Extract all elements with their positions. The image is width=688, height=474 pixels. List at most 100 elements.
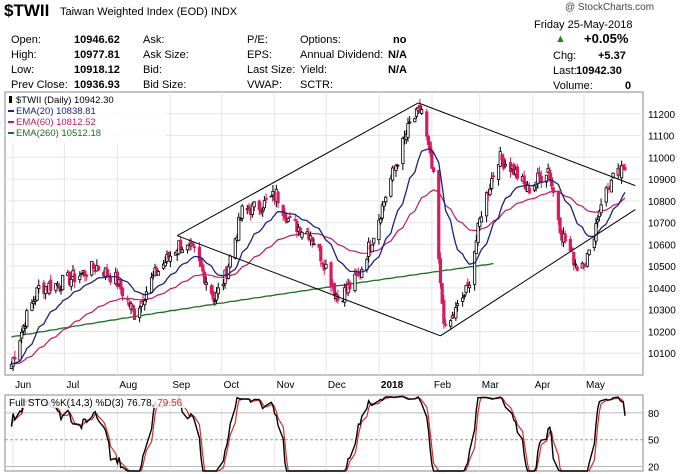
candle-body: [161, 263, 166, 269]
candle-body: [295, 220, 299, 233]
stat-prevclose-label: Prev Close:: [11, 79, 68, 91]
candle-body: [20, 331, 24, 339]
candle-body: [406, 123, 410, 138]
price-tick-label: 10400: [648, 284, 676, 295]
candle-body: [167, 251, 171, 259]
price-tick-label: 10300: [648, 306, 676, 317]
volume-value: 0: [625, 80, 632, 92]
candle-body: [115, 271, 119, 287]
candle-body: [120, 287, 125, 297]
candle-body: [78, 275, 82, 280]
candle-body: [620, 165, 624, 179]
candle-body: [332, 283, 337, 296]
legend-bg: [6, 93, 166, 143]
candle-body: [582, 263, 586, 268]
sto-tick-label: 80: [648, 409, 660, 420]
candle-body: [428, 141, 432, 154]
candle-body: [85, 274, 89, 277]
candle-body: [156, 271, 161, 276]
up-arrow-icon: ▲: [555, 33, 566, 45]
candle-body: [437, 169, 441, 260]
candle-body: [394, 165, 398, 172]
candle-body: [49, 279, 53, 291]
candle-body: [426, 135, 431, 146]
yield-value: N/A: [388, 64, 407, 76]
candle-body: [91, 263, 96, 270]
price-tick-label: 10700: [648, 219, 676, 230]
candle-body: [450, 315, 455, 319]
candle-body: [466, 282, 470, 285]
sto-k-last: 76.78: [127, 398, 152, 409]
candle-body: [149, 277, 154, 293]
ema260-series: [11, 262, 494, 338]
stat-low-label: Low:: [11, 64, 35, 76]
legend-entry: EMA(60) 10812.52: [16, 117, 96, 128]
candle-body: [432, 167, 436, 173]
candle-body: [575, 266, 579, 271]
candle-body: [83, 270, 87, 276]
candle-body: [353, 273, 357, 292]
sto-tick-label: 20: [648, 463, 660, 474]
candle-body: [539, 175, 543, 183]
candle-body: [54, 282, 58, 291]
x-tick-label: Oct: [224, 380, 240, 391]
candle-body: [461, 297, 465, 302]
candle-body: [377, 219, 381, 241]
x-axis: Jun Jul Aug Sep Oct Nov Dec 2018 Feb Mar Apr May: [15, 380, 605, 391]
candle-body: [32, 301, 36, 305]
candle-body: [126, 298, 130, 301]
candle-body: [496, 164, 501, 180]
price-candles: [9, 98, 627, 371]
candle-body: [202, 271, 207, 284]
candle-body: [119, 279, 123, 290]
ask-label: Ask:: [143, 34, 165, 46]
candle-body: [163, 262, 167, 267]
candle-body: [139, 300, 143, 307]
candle-body: [310, 237, 314, 242]
sto-title-bg: [6, 396, 226, 408]
candle-body: [269, 195, 273, 198]
candle-body: [250, 203, 255, 215]
candle-body: [35, 287, 39, 301]
candle-body: [443, 323, 448, 326]
ema260-line: [11, 262, 494, 338]
index-name: Taiwan Weighted Index (EOD) INDX: [60, 6, 238, 18]
candle-body: [488, 188, 492, 196]
x-tick-label: Feb: [434, 380, 452, 391]
candle-body: [211, 290, 215, 300]
candle-body: [312, 243, 316, 246]
last-size-label: Last Size:: [247, 64, 296, 76]
trendline: [440, 209, 636, 337]
candle-body: [442, 300, 446, 324]
candle-body: [587, 249, 591, 255]
candle-body: [131, 304, 135, 309]
candle-body: [522, 175, 526, 185]
candle-body: [348, 281, 352, 289]
candle-body: [390, 167, 395, 181]
chg-label: Chg:: [553, 50, 577, 62]
candle-body: [317, 243, 321, 248]
options-value: no: [393, 34, 407, 46]
candle-body: [372, 237, 376, 244]
candle-body: [13, 356, 17, 360]
price-tick-label: 10500: [648, 262, 676, 273]
sto-series: [10, 395, 626, 472]
candle-body: [252, 201, 256, 208]
legend-entry: $TWII (Daily) 10942.30: [16, 95, 114, 106]
options-label: Options:: [300, 34, 341, 46]
candle-body: [179, 239, 183, 252]
candle-body: [479, 216, 484, 223]
x-tick-label: Jun: [15, 380, 31, 391]
change-pct: +0.05%: [584, 31, 629, 46]
last-label: Last:: [553, 65, 577, 77]
candle-body: [132, 308, 137, 320]
candle-body: [336, 295, 340, 301]
candle-body: [502, 157, 506, 169]
stat-open-label: Open:: [11, 34, 41, 46]
candle-body: [213, 300, 217, 302]
ema20-series: [11, 148, 626, 365]
stat-high-value: 10977.81: [74, 49, 120, 61]
sctr-label: SCTR:: [300, 79, 333, 91]
